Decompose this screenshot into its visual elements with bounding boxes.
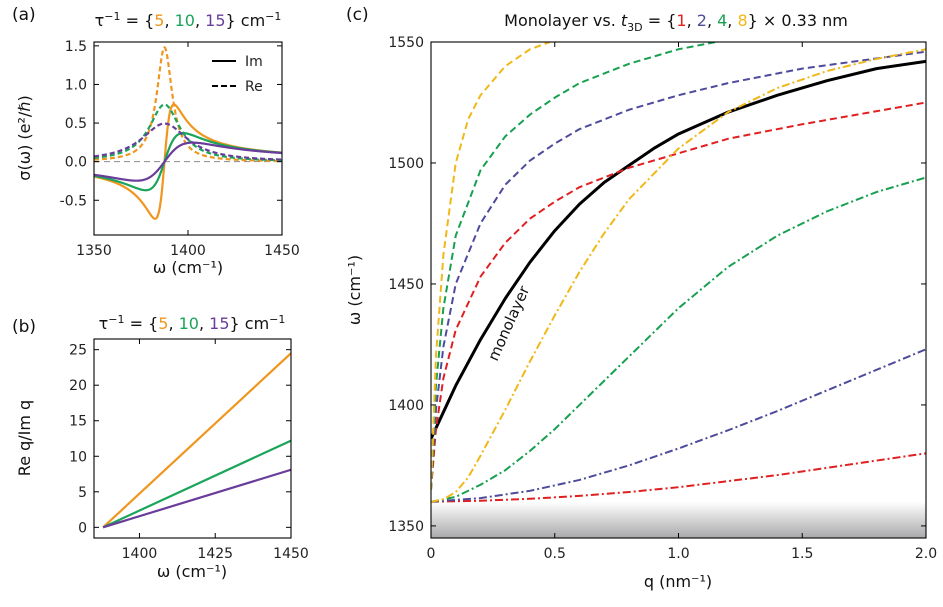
x-tick-label: 1400 [170, 243, 206, 259]
panel-b-xlabel: ω (cm⁻¹) [157, 562, 227, 581]
x-tick-label: 1425 [197, 546, 233, 562]
panel-a-plot: 1350 1400 1450 -0.5 0.0 0.5 1.0 1.5 [60, 39, 300, 259]
title-prefix: Monolayer vs. [504, 11, 621, 30]
series-t3d-8-dashed [431, 42, 551, 490]
title-val-8: 8 [737, 11, 747, 30]
title-eq: = { [120, 11, 154, 30]
panel-b-letter: (b) [12, 317, 36, 337]
panel-c-plot: 0 0.5 1.0 1.5 2.0 1350 1400 1450 1500 1550 [388, 35, 937, 562]
title-suffix-sup: −1 [265, 10, 281, 23]
panel-a-ylabel: σ(ω) (e²/ℏ) [15, 95, 34, 180]
panel-a-letter: (a) [12, 5, 36, 25]
title-eq: = { [643, 11, 677, 30]
y-tick-label: 0 [78, 520, 87, 536]
title-val-2: 2 [697, 11, 707, 30]
reststrahlen-band [431, 501, 926, 538]
y-tick-label: 5 [78, 485, 87, 501]
y-tick-label: 1400 [388, 398, 424, 414]
title-suffix: } cm [226, 11, 266, 30]
title-sep: , [195, 11, 205, 30]
title-eq: = { [124, 314, 158, 333]
y-tick-label: 1450 [388, 277, 424, 293]
y-tick-label: 25 [69, 343, 87, 359]
panel-b-title: τ−1 = {5, 10, 15} cm−1 [99, 313, 286, 333]
title-val-5: 5 [154, 11, 164, 30]
curves [102, 352, 291, 529]
y-tick-label: 20 [69, 378, 87, 394]
panel-c-xlabel: q (nm⁻¹) [644, 572, 712, 591]
y-tick-label: 1500 [388, 156, 424, 172]
title-val-15: 15 [205, 11, 225, 30]
panel-b-plot: 1400 1425 1450 0 5 10 15 20 25 [69, 338, 309, 562]
x-tick-label: 1400 [122, 546, 158, 562]
title-t-sub: 3D [627, 21, 642, 34]
y-tick-label: 0.0 [65, 155, 87, 171]
y-tick-label: 1550 [388, 35, 424, 51]
plot-frame [93, 338, 292, 539]
title-val-5: 5 [158, 314, 168, 333]
title-sep: , [199, 314, 209, 333]
series-t3d-2-dashed [431, 50, 926, 490]
x-tick-label: 0 [427, 546, 436, 562]
legend-re-label: Re [245, 79, 263, 95]
series-tau-15 [102, 468, 291, 529]
title-sep: , [727, 11, 737, 30]
title-val-10: 10 [179, 314, 199, 333]
title-sep: , [168, 314, 178, 333]
panel-a-title: τ−1 = {5, 10, 15} cm−1 [95, 10, 282, 30]
panel-c-ylabel: ω (cm⁻¹) [345, 255, 364, 325]
tau-symbol: τ [95, 11, 105, 30]
series-re-tau-10 [94, 103, 282, 162]
series-re-tau-15 [94, 122, 282, 161]
series-tau-10 [102, 439, 291, 529]
tau-symbol: τ [99, 314, 109, 333]
title-val-15: 15 [209, 314, 229, 333]
title-suffix: } × 0.33 nm [748, 11, 848, 30]
x-tick-label: 2.0 [915, 546, 937, 562]
panel-a-xlabel: ω (cm⁻¹) [153, 258, 223, 277]
series-tau-5 [102, 352, 291, 529]
x-tick-label: 1350 [76, 243, 112, 259]
curves [94, 46, 282, 220]
y-tick-label: 15 [69, 414, 87, 430]
x-tick-label: 1.5 [791, 546, 813, 562]
title-val-4: 4 [717, 11, 727, 30]
curves [431, 42, 926, 503]
series-monolayer [431, 59, 926, 440]
y-tick-label: 0.5 [65, 116, 87, 132]
y-tick-label: -0.5 [60, 193, 87, 209]
x-tick-label: 0.5 [544, 546, 566, 562]
y-tick-label: 1.0 [65, 77, 87, 93]
title-sep: , [164, 11, 174, 30]
title-suffix: } cm [230, 314, 270, 333]
title-t: t [621, 11, 628, 30]
panel-c-letter: (c) [346, 5, 369, 25]
series-re-tau-5 [94, 46, 282, 163]
legend-im-label: Im [245, 54, 263, 70]
title-val-1: 1 [676, 11, 686, 30]
series-t3d-4-dashed [431, 42, 716, 490]
title-sep: , [687, 11, 697, 30]
y-tick-label: 1.5 [65, 39, 87, 55]
title-sep: , [707, 11, 717, 30]
y-tick-label: 10 [69, 449, 87, 465]
series-im-tau-15 [94, 141, 282, 182]
x-tick-label: 1450 [264, 243, 300, 259]
tau-sup: −1 [108, 313, 124, 326]
y-tick-label: 1350 [388, 519, 424, 535]
x-tick-label: 1450 [273, 546, 309, 562]
series-t3d-4-dashdot [431, 176, 926, 503]
title-val-10: 10 [175, 11, 195, 30]
panel-b-ylabel: Re q/Im q [15, 400, 34, 476]
x-tick-label: 1.0 [667, 546, 689, 562]
series-t3d-1-dashdot [431, 452, 926, 503]
series-t3d-2-dashdot [431, 348, 926, 503]
panel-c-title: Monolayer vs. t3D = {1, 2, 4, 8} × 0.33 … [504, 11, 848, 34]
series-t3d-8-dashdot [431, 48, 926, 503]
tau-sup: −1 [104, 10, 120, 23]
panel-a-legend: Im Re [212, 54, 263, 95]
title-suffix-sup: −1 [269, 313, 285, 326]
series-t3d-1-dashed [431, 101, 926, 490]
